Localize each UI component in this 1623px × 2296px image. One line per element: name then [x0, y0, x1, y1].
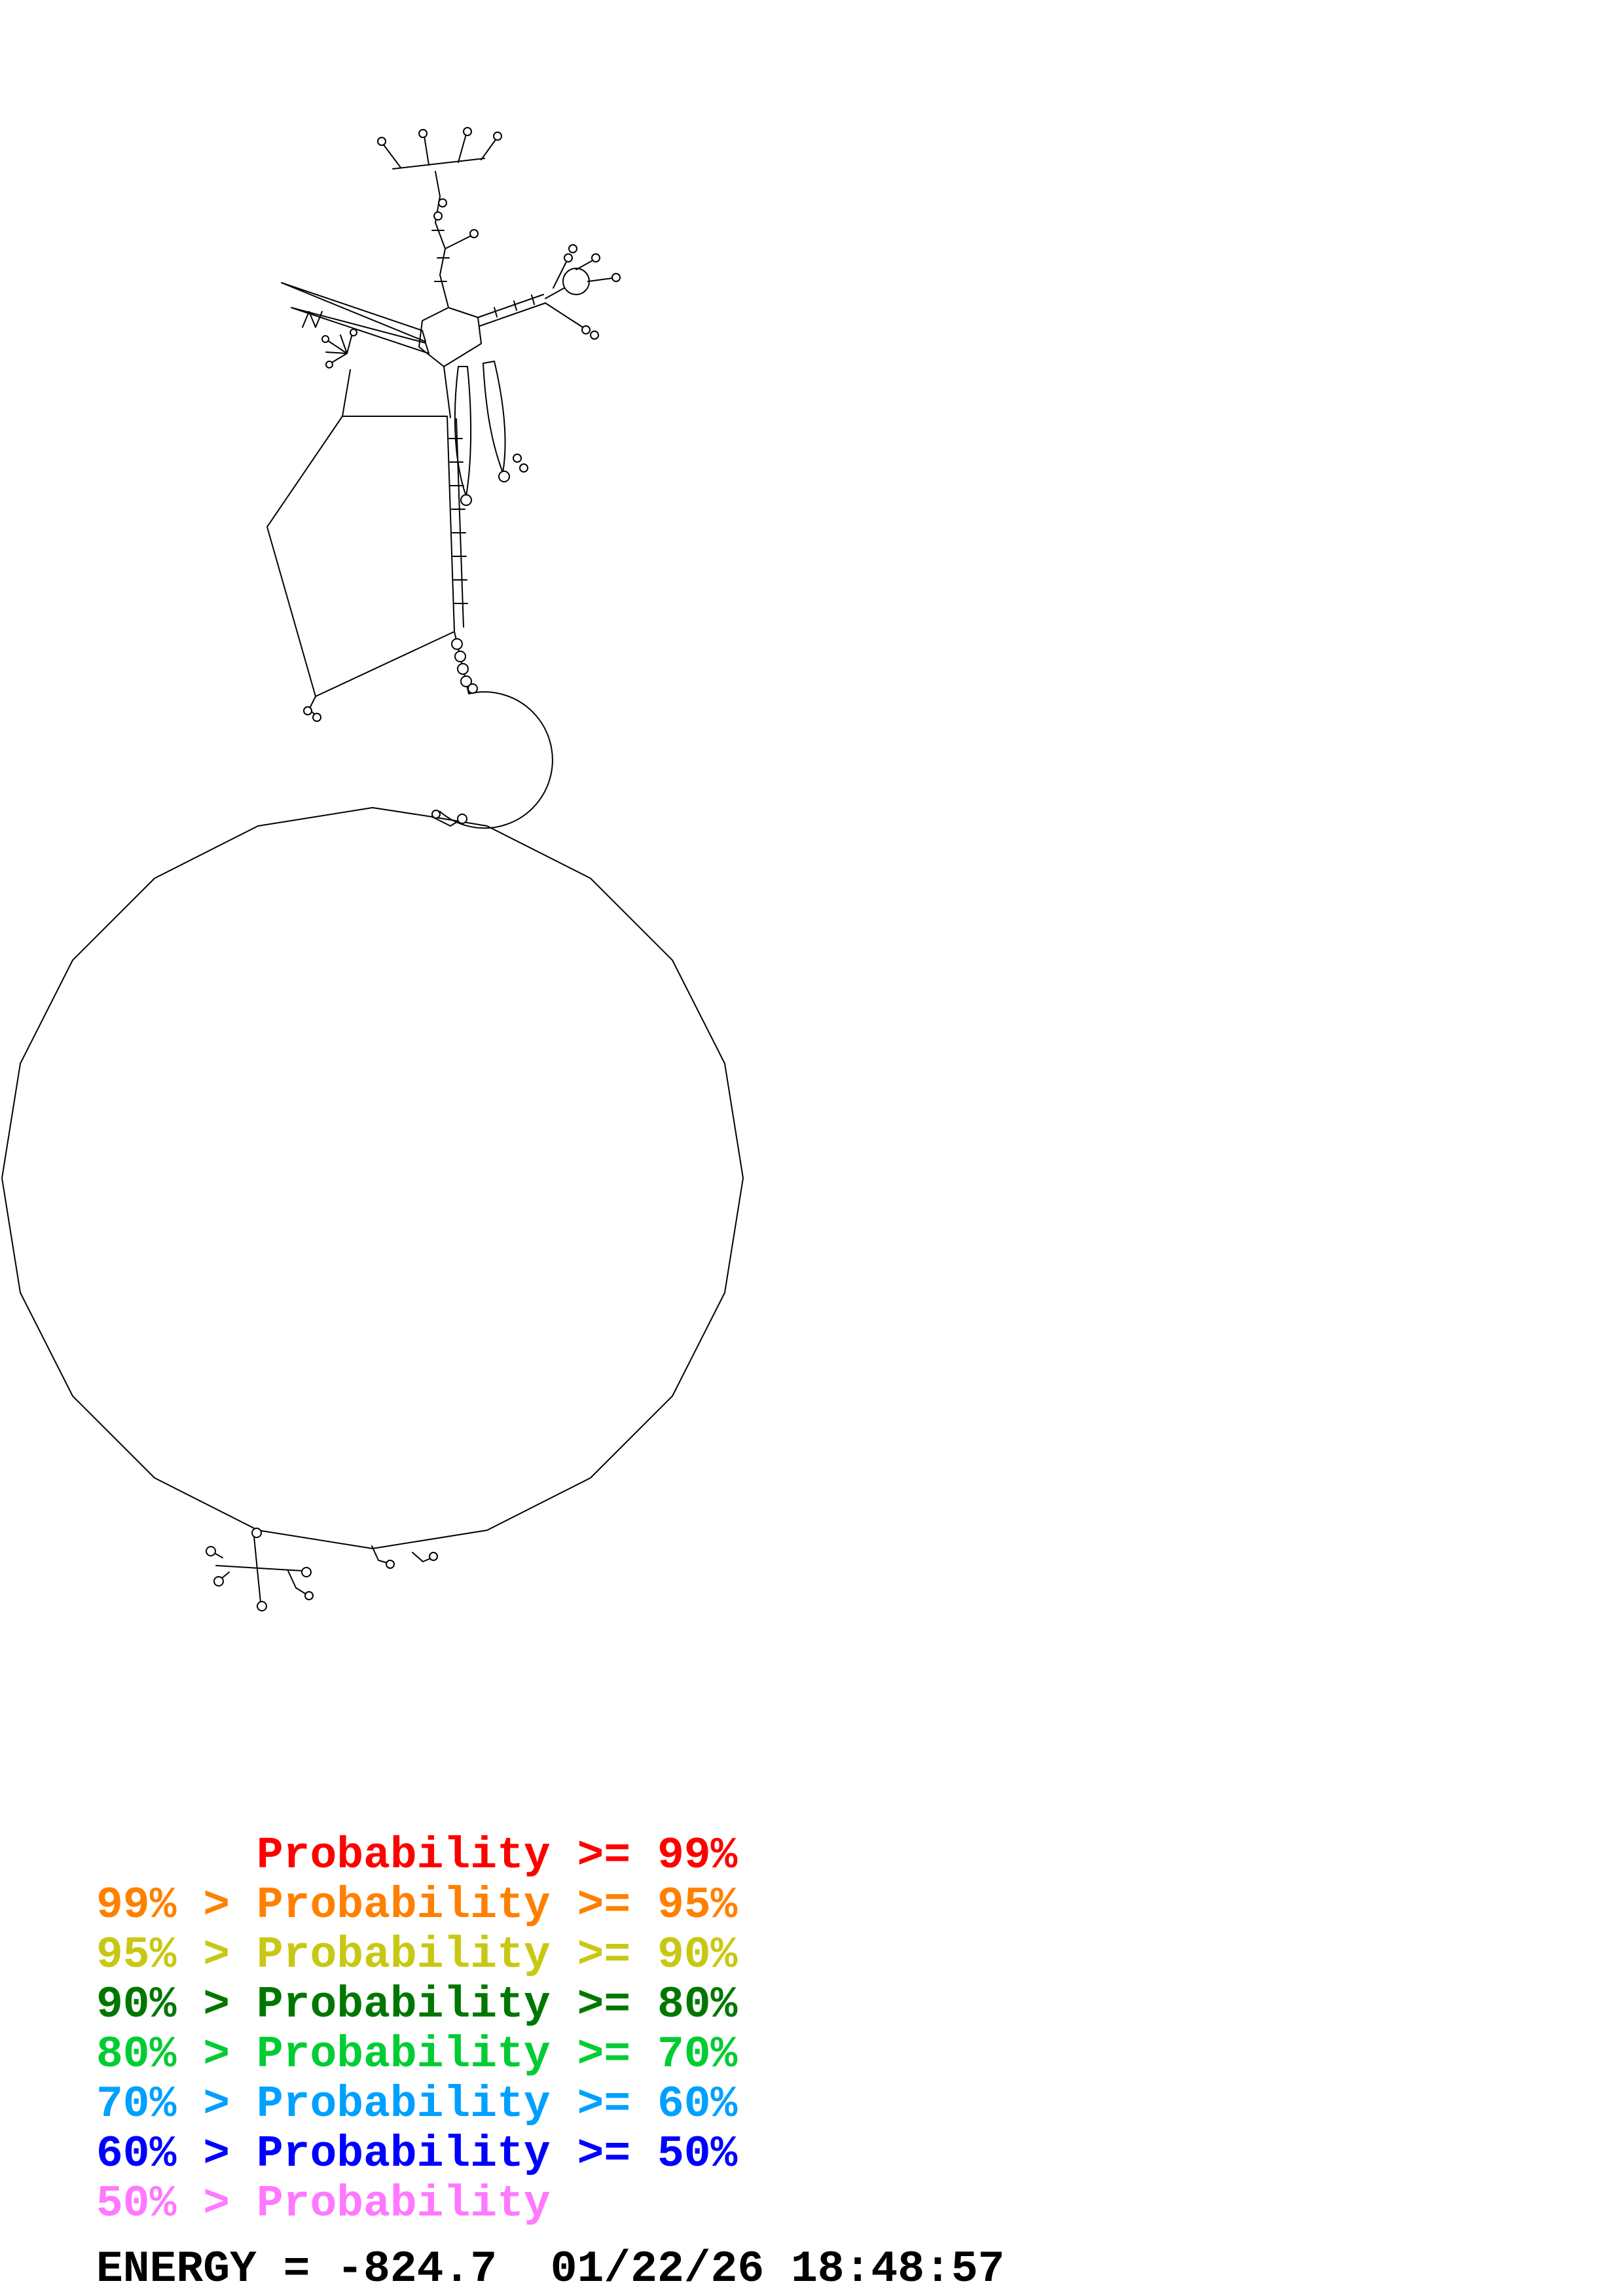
bottom-appendages: [206, 1528, 438, 1611]
energy-readout: ENERGY = -824.7 01/22/26 18:48:57: [96, 2244, 1005, 2295]
legend-entry: 70% > Probability >= 60%: [96, 2079, 738, 2130]
top-cluster: [281, 127, 621, 506]
pentagon-loop: [266, 416, 468, 722]
small-loop: [431, 631, 553, 829]
legend-entry: Probability >= 99%: [96, 1831, 738, 1881]
legend-entry: 95% > Probability >= 90%: [96, 1930, 738, 1981]
legend-entry: 99% > Probability >= 95%: [96, 1880, 738, 1931]
large-loop: [1, 807, 744, 1549]
legend-entry: 60% > Probability >= 50%: [96, 2129, 738, 2179]
legend-entry: 90% > Probability >= 80%: [96, 1980, 738, 2030]
probability-legend: Probability >= 99% 99% > Probability >= 9…: [96, 1831, 737, 2229]
legend-entry: 80% > Probability >= 70%: [96, 2030, 738, 2080]
legend-entry: 50% > Probability: [96, 2179, 551, 2229]
